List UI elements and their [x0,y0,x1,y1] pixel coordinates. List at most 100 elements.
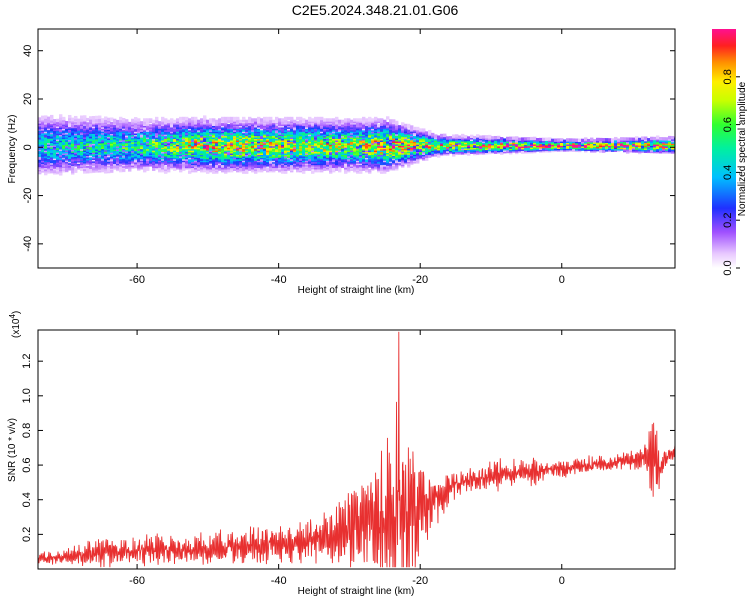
heatmap-cell [512,136,516,140]
heatmap-cell [365,168,369,173]
heatmap-cell [77,127,81,131]
heatmap-cell [80,118,84,122]
heatmap-cell [413,157,417,161]
heatmap-cell [155,116,159,121]
heatmap-cell [140,121,144,125]
heatmap-cell [473,135,477,140]
heatmap-cell [311,118,315,122]
heatmap-cell [275,119,279,124]
heatmap-cell [224,116,228,121]
heatmap-cell [383,119,387,124]
heatmap-cell [152,119,156,124]
heatmap-cell [230,119,234,124]
heatmap-cell [329,118,333,122]
heatmap-cell [269,125,273,129]
heatmap-cell [485,135,489,139]
heatmap-cell [437,135,441,139]
heatmap-cell [296,125,300,129]
heatmap-cell [326,118,330,122]
heatmap-cell [284,170,288,174]
heatmap-cell [368,168,372,173]
heatmap-cell [137,118,141,122]
heatmap-cell [344,163,348,167]
heatmap-cell [92,166,96,171]
heatmap-cell [254,121,258,125]
heatmap-cell [98,115,102,119]
heatmap-cell [119,125,123,129]
heatmap-cell [86,122,90,126]
heatmap-cell [521,137,525,141]
heatmap-cell [68,123,72,128]
heatmap-cell [194,121,198,125]
heatmap-cell [47,116,51,121]
heatmap-cell [176,128,180,132]
heatmap-cell [560,138,564,142]
heatmap-cell [353,118,357,122]
heatmap-cell [56,118,60,123]
heatmap-cell [86,117,90,122]
heatmap-cell [410,125,414,129]
heatmap-cell [386,122,390,126]
heatmap-cell [59,114,63,118]
heatmap-cell [170,124,174,128]
heatmap-cell [509,136,513,141]
heatmap-cell [332,126,336,131]
heatmap-cell [530,139,534,144]
heatmap-cell [83,121,87,125]
heatmap-cell [203,124,207,128]
heatmap-cell [182,116,186,121]
heatmap-cell [434,134,438,138]
heatmap-cell [53,169,57,174]
heatmap-cell [320,168,324,173]
heatmap-cell [428,129,432,134]
heatmap-cell [362,116,366,121]
heatmap-cell [152,164,156,169]
heatmap-cell [470,134,474,139]
heatmap-cell [281,118,285,122]
heatmap-cell [377,118,381,122]
heatmap-cell [533,136,537,141]
heatmap-cell [401,122,405,126]
heatmap-cell [104,170,108,174]
heatmap-cell [308,167,312,171]
heatmap-cell [302,170,306,174]
heatmap-cell [332,167,336,171]
heatmap-cell [338,119,342,124]
heatmap-cell [413,126,417,131]
heatmap-cell [272,119,276,124]
heatmap-cell [521,150,525,154]
heatmap-cell [374,116,378,121]
heatmap-cell [356,118,360,122]
heatmap-cell [77,118,81,123]
heatmap-cell [212,122,216,127]
heatmap-cell [347,122,351,127]
heatmap-cell [251,118,255,122]
heatmap-cell [164,121,168,125]
heatmap-cell [125,119,129,123]
heatmap-cell [98,163,102,167]
heatmap-cell [275,125,279,129]
heatmap-cell [38,117,42,121]
heatmap-cell [119,166,123,170]
heatmap-cell [146,166,150,170]
heatmap-cell [344,122,348,127]
heatmap-cell [80,115,84,119]
heatmap-cell [416,158,420,163]
heatmap-cell [179,168,183,173]
heatmap-cell [584,137,588,141]
heatmap-cell [392,165,396,170]
heatmap-cell [581,138,585,143]
heatmap-cell [119,116,123,121]
heatmap-cell [122,117,126,122]
heatmap-cell [194,116,198,121]
heatmap-cell [92,115,96,120]
heatmap-cell [296,116,300,121]
heatmap-cell [506,136,510,141]
heatmap-cell [491,136,495,140]
heatmap-cell [74,168,78,172]
heatmap-cell [278,164,282,169]
heatmap-cell [371,118,375,122]
heatmap-cell [302,118,306,122]
heatmap-cell [455,134,459,138]
heatmap-cell [59,117,63,121]
